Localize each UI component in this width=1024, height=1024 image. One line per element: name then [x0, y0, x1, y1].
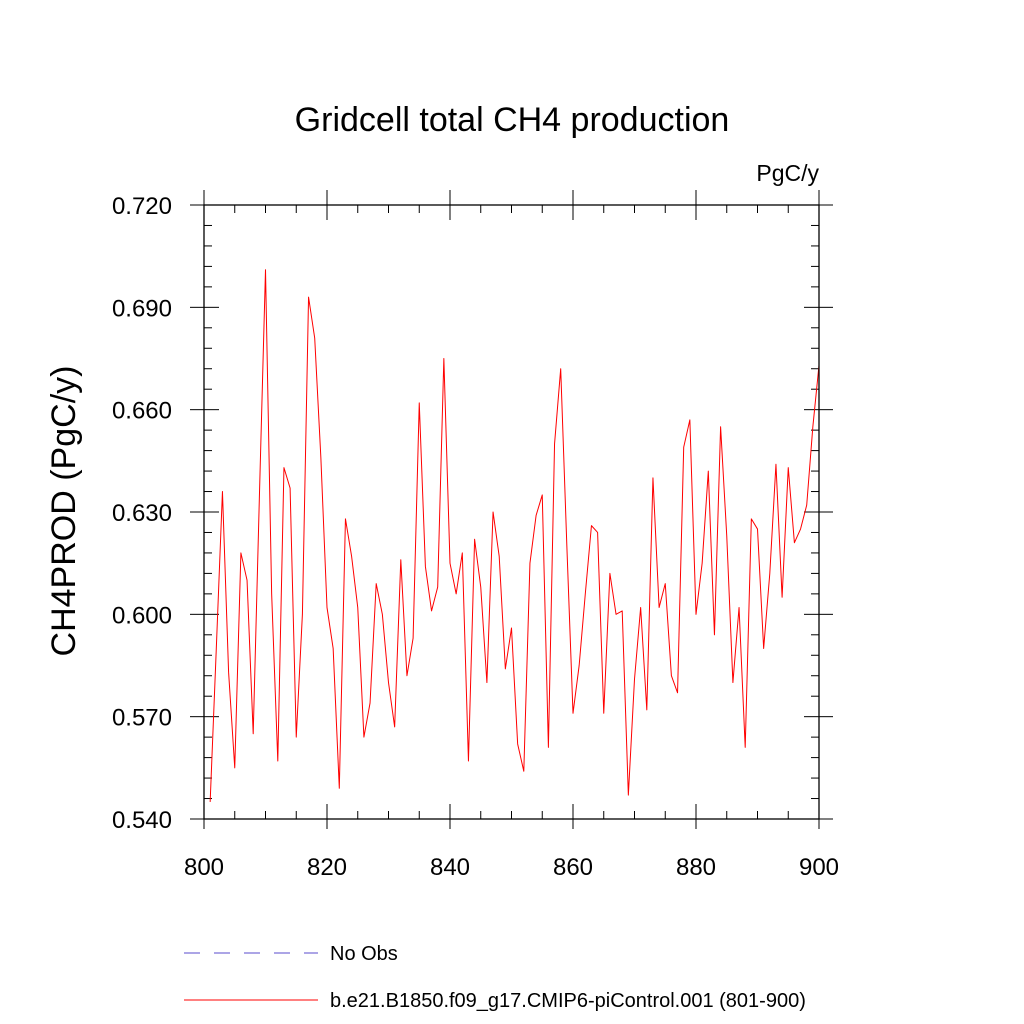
x-tick-label: 840 [430, 854, 470, 881]
y-tick-label: 0.630 [112, 500, 172, 527]
y-tick-label: 0.540 [112, 807, 172, 834]
x-tick-label: 800 [184, 854, 224, 881]
axis-ticks [190, 190, 833, 829]
legend-label-no-obs: No Obs [330, 943, 398, 965]
y-tick-label: 0.570 [112, 705, 172, 732]
units-label: PgC/y [756, 160, 819, 186]
y-tick-label: 0.600 [112, 602, 172, 629]
y-tick-label: 0.660 [112, 398, 172, 425]
y-tick-label: 0.720 [112, 193, 172, 220]
x-tick-label: 820 [307, 854, 347, 881]
chart-title: Gridcell total CH4 production [295, 101, 730, 139]
plot-frame [203, 204, 820, 820]
axis-tick-labels: 800 820 840 860 880 900 0.540 0.570 0.600 0.630 0.… [112, 193, 839, 881]
y-axis-label: CH4PROD (PgC/y) [45, 366, 83, 657]
plot-area [209, 269, 820, 802]
legend-label-picontrol: b.e21.B1850.f09_g17.CMIP6-piControl.001 … [330, 990, 806, 1012]
series-line-1 [209, 269, 820, 802]
y-tick-label: 0.690 [112, 295, 172, 322]
x-tick-label: 900 [799, 854, 839, 881]
x-tick-label: 880 [676, 854, 716, 881]
legend: No Obs b.e21.B1850.f09_g17.CMIP6-piContr… [184, 943, 806, 1012]
x-tick-label: 860 [553, 854, 593, 881]
